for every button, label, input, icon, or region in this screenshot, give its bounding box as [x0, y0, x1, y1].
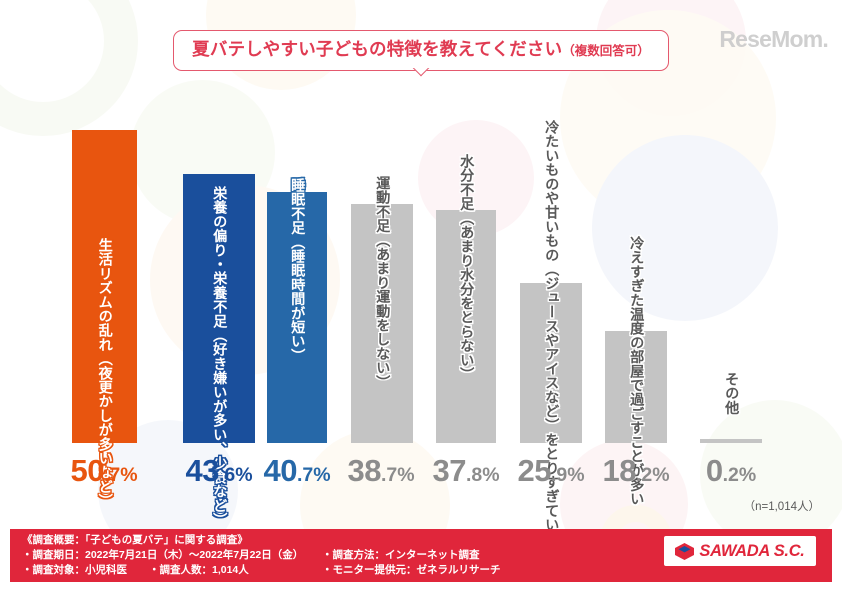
sawada-mark-icon — [675, 542, 695, 560]
bar-category-label: 睡眠不足（睡眠時間が短い） — [289, 178, 306, 363]
bar-column: 栄養の偏り・栄養不足（好き嫌いが多い、少食など） — [183, 173, 255, 527]
bar-value-label: 0.2% — [671, 455, 791, 486]
callout-tail-icon — [410, 68, 432, 79]
bar-rect — [72, 130, 137, 443]
resemom-watermark: ReseMom. — [719, 26, 828, 52]
bar-column: 水分不足（あまり水分をとらない） — [436, 154, 496, 443]
bar-value-label: 38.7% — [321, 455, 441, 486]
bar-value-decimal: .2% — [635, 464, 670, 486]
footer-count: ・調査人数：1,014人 — [149, 564, 249, 577]
bar-value-integer: 37 — [432, 453, 466, 488]
bar-value-decimal: .2% — [722, 464, 757, 486]
title-subnote: （複数回答可） — [562, 44, 650, 58]
bar-category-label: 水分不足（あまり水分をとらない） — [458, 154, 475, 382]
bar-rect — [520, 283, 582, 443]
title-callout: 夏バテしやすい子どもの特徴を教えてください（複数回答可） — [0, 30, 842, 71]
bar-value-integer: 0 — [705, 453, 723, 488]
footer-period: ・調査期日：2022年7月21日（木）〜2022年7月22日（金） — [22, 548, 304, 561]
footer-column-right: ・調査方法：インターネット調査 ・モニター提供元：ゼネラルリサーチ — [322, 548, 501, 578]
bar-column: 冷えすぎた温度の部屋で過ごすことが多い — [605, 236, 667, 506]
bar-column: その他 — [700, 372, 762, 443]
bar-column: 運動不足（あまり運動をしない） — [351, 176, 413, 443]
sawada-logo-text: SAWADA S.C. — [699, 541, 805, 560]
bar-value-decimal: .7% — [380, 464, 415, 486]
footer-columns: ・調査期日：2022年7月21日（木）〜2022年7月22日（金） ・調査対象：… — [22, 548, 501, 578]
footer-survey-summary: 《調査概要：「子どもの夏バテ」に関する調査》 ・調査期日：2022年7月21日（… — [10, 529, 832, 582]
bar-rect — [605, 330, 667, 443]
sample-size-note: （n=1,014人） — [743, 501, 820, 513]
footer-monitor: ・モニター提供元：ゼネラルリサーチ — [322, 564, 501, 577]
bar-rect — [351, 204, 413, 443]
footer-text-block: 《調査概要：「子どもの夏バテ」に関する調査》 ・調査期日：2022年7月21日（… — [10, 533, 501, 579]
bar-value-label: 18.2% — [576, 455, 696, 486]
bar-value-decimal: .7% — [296, 464, 331, 486]
bar-category-label: 生活リズムの乱れ（夜更かしが多いなど） — [96, 238, 113, 508]
bar-chart: 生活リズムの乱れ（夜更かしが多いなど） 50.7% 栄養の偏り・栄養不足（好き嫌いが… — [44, 120, 791, 546]
bar-value-integer: 43 — [185, 453, 219, 488]
bar-value-label: 37.8% — [406, 455, 526, 486]
bar-rect — [700, 439, 762, 443]
bar-value-integer: 38 — [347, 453, 381, 488]
footer-method: ・調査方法：インターネット調査 — [322, 548, 480, 561]
bar-value-integer: 40 — [263, 453, 297, 488]
bar-category-label: 冷たいものや甘いもの（ジュースやアイスなど）をとりすぎている — [543, 120, 560, 547]
bar-rect — [183, 173, 255, 443]
bar-value-decimal: .8% — [465, 464, 500, 486]
bar-value-integer: 50 — [70, 453, 104, 488]
bar-category-label: 運動不足（あまり運動をしない） — [374, 176, 391, 390]
page-title: 夏バテしやすい子どもの特徴を教えてください — [192, 39, 563, 59]
sawada-logo: SAWADA S.C. — [664, 536, 816, 566]
bar-value-label: 50.7% — [44, 455, 164, 486]
title-box: 夏バテしやすい子どもの特徴を教えてください（複数回答可） — [173, 30, 669, 71]
bar-rect — [436, 209, 496, 443]
bar-value-label: 40.7% — [237, 455, 357, 486]
bar-value-decimal: .7% — [103, 464, 138, 486]
bar-column: 生活リズムの乱れ（夜更かしが多いなど） — [72, 130, 137, 508]
bar-category-label: 冷えすぎた温度の部屋で過ごすことが多い — [628, 236, 645, 506]
bar-column: 睡眠不足（睡眠時間が短い） — [267, 178, 327, 443]
bar-value-integer: 25 — [517, 453, 551, 488]
bar-rect — [267, 191, 327, 443]
footer-target: ・調査対象：小児科医 — [22, 564, 127, 577]
footer-column-left: ・調査期日：2022年7月21日（木）〜2022年7月22日（金） ・調査対象：… — [22, 548, 322, 578]
bar-value-integer: 18 — [602, 453, 636, 488]
bar-category-label: 栄養の偏り・栄養不足（好き嫌いが多い、少食など） — [211, 186, 228, 527]
footer-target-row: ・調査対象：小児科医 ・調査人数：1,014人 — [22, 563, 322, 578]
bar-value-label: 25.9% — [491, 455, 611, 486]
bar-category-label: その他 — [723, 372, 740, 415]
footer-heading: 《調査概要：「子どもの夏バテ」に関する調査》 — [22, 533, 248, 546]
bar-value-decimal: .6% — [218, 464, 253, 486]
bar-column: 冷たいものや甘いもの（ジュースやアイスなど）をとりすぎている — [520, 120, 582, 546]
bar-value-label: 43.6% — [159, 455, 279, 486]
bar-value-decimal: .9% — [550, 464, 585, 486]
